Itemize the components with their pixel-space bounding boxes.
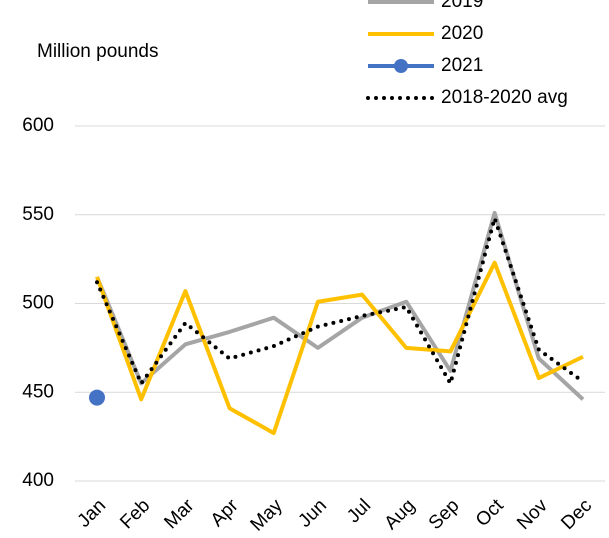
x-tick-label: Dec [557, 495, 596, 534]
y-tick-label: 400 [22, 470, 54, 491]
legend-label: 2019 [441, 0, 483, 12]
y-tick-label: 500 [22, 293, 54, 314]
x-tick-label: Nov [513, 495, 552, 534]
series-line [95, 260, 584, 436]
y-axis-label: Million pounds [37, 41, 158, 62]
point [89, 389, 105, 406]
x-tick-label: Oct [472, 495, 508, 531]
x-tick-label: Jul [343, 495, 375, 527]
series-line [95, 210, 585, 401]
x-tick-label: Jun [294, 495, 331, 532]
series-line [95, 211, 585, 389]
x-tick-label: Mar [160, 495, 198, 533]
y-tick-label: 450 [22, 381, 54, 402]
y-tick-label: 600 [22, 115, 54, 136]
legend-marker [394, 59, 408, 73]
x-tick-label: Feb [116, 495, 154, 533]
legend-label: 2021 [441, 55, 483, 76]
x-tick-label: Jan [74, 495, 111, 532]
x-tick-label: Sep [425, 495, 464, 534]
x-tick-label: Apr [207, 495, 243, 531]
x-tick-label: Aug [381, 495, 420, 534]
x-tick-label: May [247, 495, 288, 536]
y-tick-label: 550 [22, 204, 54, 225]
legend-label: 2018-2020 avg [441, 87, 568, 108]
legend-label: 2020 [441, 23, 483, 44]
